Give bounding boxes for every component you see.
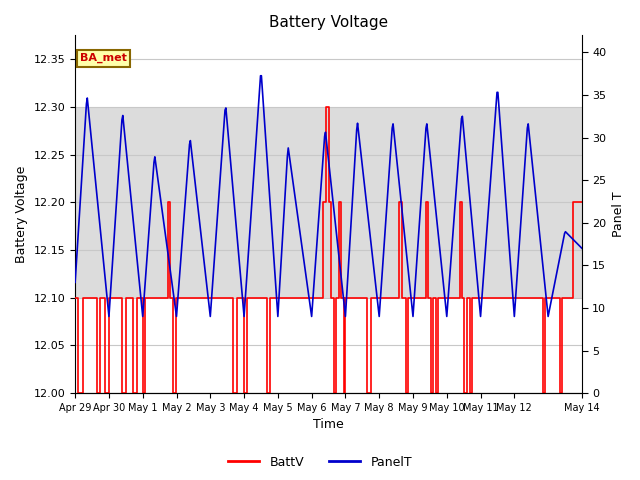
- Legend: BattV, PanelT: BattV, PanelT: [223, 451, 417, 474]
- Bar: [75, 107, 582, 298]
- Y-axis label: Panel T: Panel T: [612, 192, 625, 237]
- Y-axis label: Battery Voltage: Battery Voltage: [15, 166, 28, 263]
- Text: BA_met: BA_met: [80, 53, 127, 63]
- Title: Battery Voltage: Battery Voltage: [269, 15, 388, 30]
- X-axis label: Time: Time: [313, 419, 344, 432]
